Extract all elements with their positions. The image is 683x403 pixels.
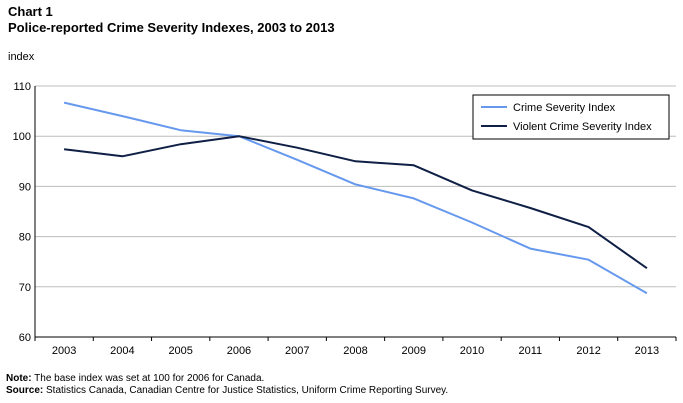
x-tick-label: 2009 [402, 345, 426, 357]
source-text: Statistics Canada, Canadian Centre for J… [43, 385, 449, 396]
x-tick-label: 2005 [168, 345, 192, 357]
x-tick-label: 2006 [227, 345, 251, 357]
source-label: Source: [6, 385, 44, 396]
chart-notes: Note: The base index was set at 100 for … [6, 373, 448, 397]
note-label: Note: [6, 373, 32, 384]
chart-label: Chart 1 [8, 4, 53, 19]
y-tick-label: 70 [19, 282, 31, 294]
y-tick-label: 80 [19, 232, 31, 244]
x-tick-label: 2011 [518, 345, 542, 357]
chart-title: Police-reported Crime Severity Indexes, … [8, 20, 335, 35]
x-tick-label: 2013 [635, 345, 659, 357]
x-tick-label: 2008 [343, 345, 367, 357]
x-tick-label: 2007 [285, 345, 309, 357]
x-tick-labels: 2003 2004 2005 2006 2007 2008 2009 2010 2011 2012… [52, 345, 659, 357]
x-tick-label: 2003 [52, 345, 76, 357]
note-line: Note: The base index was set at 100 for … [6, 373, 448, 385]
x-tick-label: 2004 [110, 345, 134, 357]
note-text: The base index was set at 100 for 2006 f… [31, 373, 265, 384]
series-lines [63, 101, 648, 295]
series-line [63, 101, 648, 295]
axes [34, 86, 677, 341]
y-axis-unit-label: index [8, 51, 35, 63]
series-line [63, 135, 648, 270]
legend-box [472, 94, 670, 140]
y-tick-label: 100 [13, 131, 31, 143]
source-line: Source: Statistics Canada, Canadian Cent… [6, 385, 448, 397]
y-tick-label: 90 [19, 181, 31, 193]
y-tick-label: 60 [19, 332, 31, 344]
legend-label: Crime Severity Index [513, 102, 616, 114]
legend: Crime Severity Index Violent Crime Severi… [472, 94, 670, 140]
x-tick-label: 2010 [460, 345, 484, 357]
x-tick-label: 2012 [576, 345, 600, 357]
legend-label: Violent Crime Severity Index [513, 121, 652, 133]
y-tick-label: 110 [13, 81, 31, 93]
y-tick-labels: 60 70 80 90 100 110 [13, 81, 31, 344]
